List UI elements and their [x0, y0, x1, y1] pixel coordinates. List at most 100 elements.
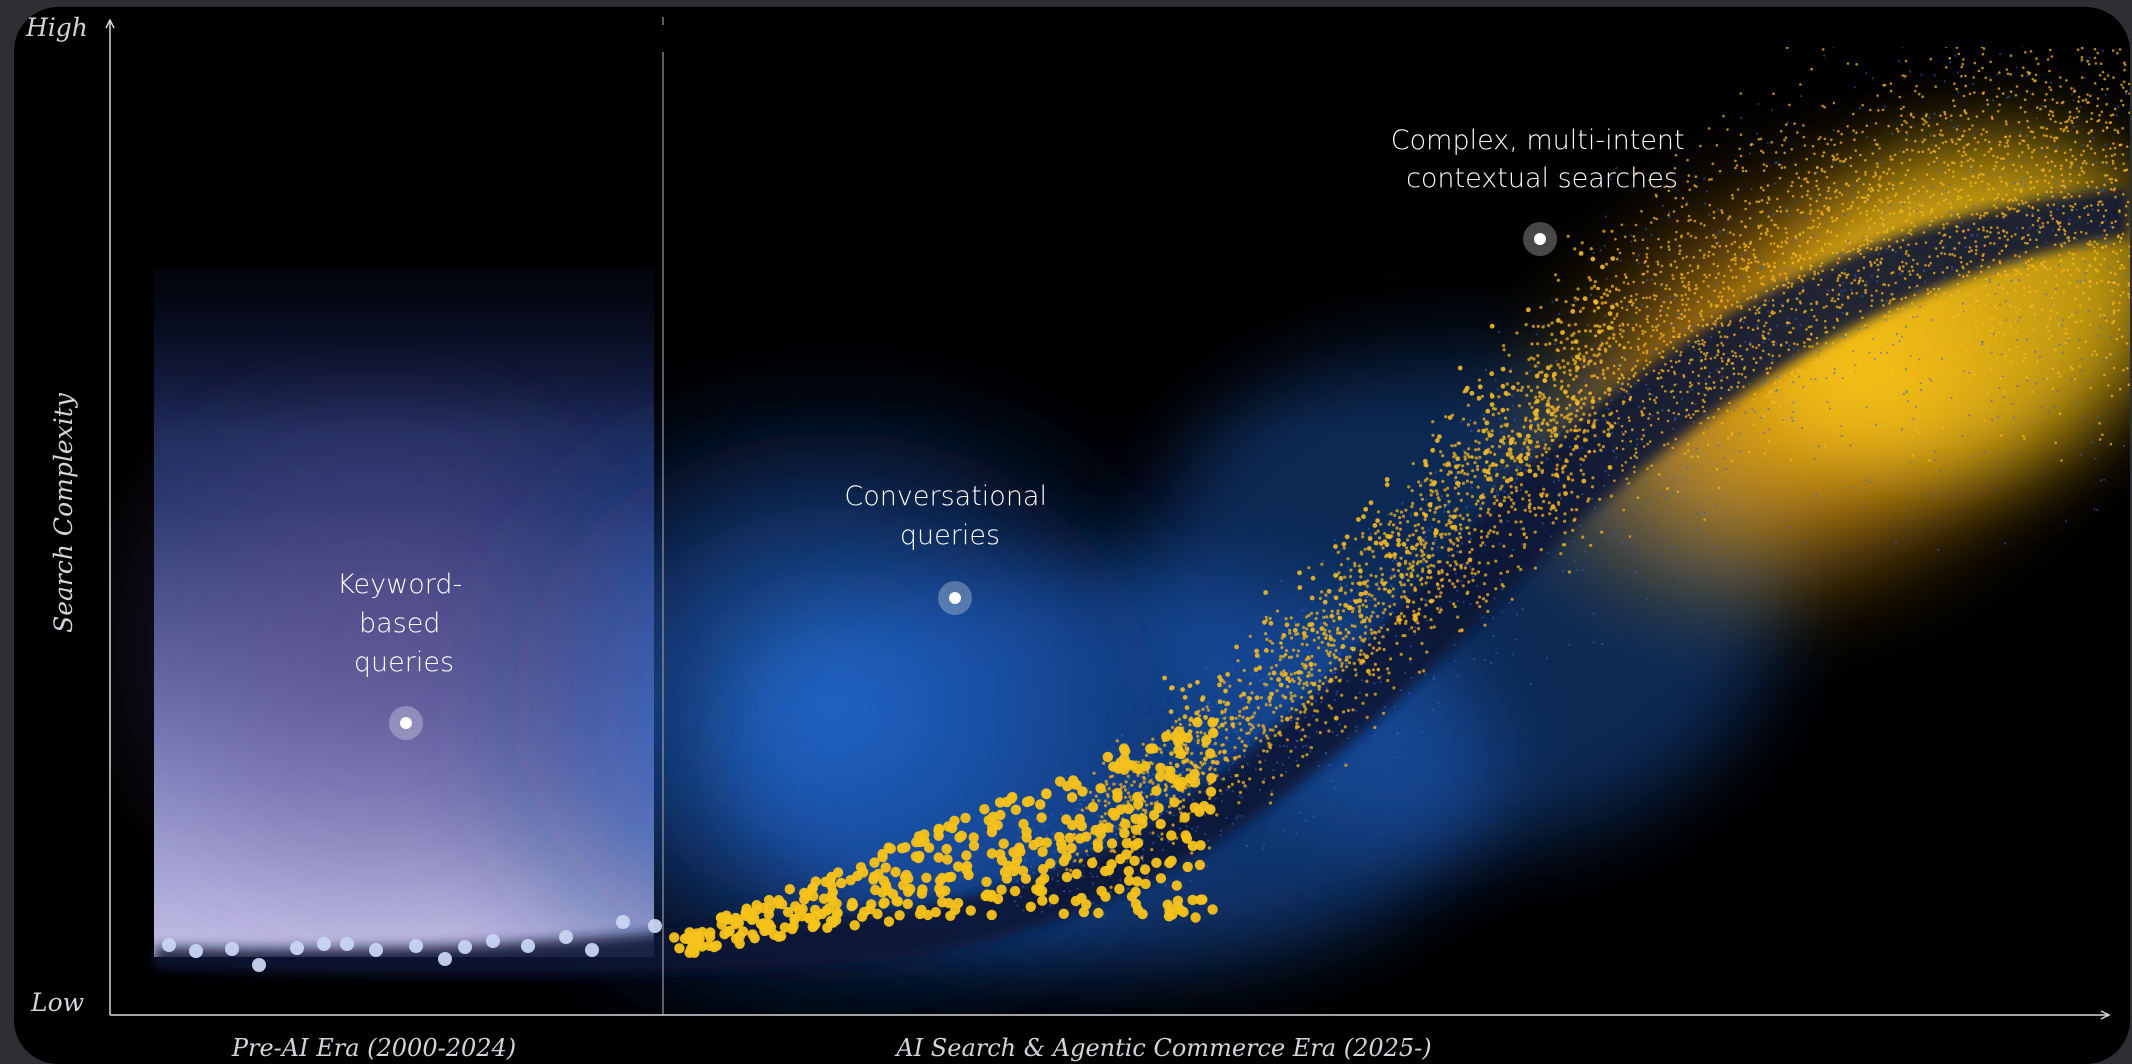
particle — [1424, 673, 1427, 676]
particle — [1981, 254, 1984, 257]
particle — [1742, 321, 1745, 324]
particle — [1725, 335, 1729, 339]
particle — [2059, 259, 2063, 262]
particle — [1706, 443, 1710, 446]
particle — [2096, 24, 2099, 27]
particle — [1553, 343, 1556, 346]
particle — [1206, 865, 1209, 868]
particle — [1768, 394, 1772, 398]
particle — [1697, 339, 1700, 343]
particle — [1876, 275, 1879, 278]
particle — [1555, 359, 1558, 363]
particle — [2012, 163, 2015, 166]
particle — [1519, 388, 1523, 392]
particle — [1593, 411, 1597, 415]
particle — [1441, 454, 1445, 458]
particle — [2001, 212, 2004, 215]
particle — [1471, 567, 1475, 571]
particle — [1473, 572, 1477, 576]
particle — [1684, 478, 1687, 481]
particle — [1694, 340, 1697, 344]
particle — [1158, 814, 1161, 817]
particle — [1041, 822, 1044, 826]
particle — [2079, 105, 2082, 108]
particle — [1109, 875, 1112, 878]
particle — [1268, 616, 1272, 621]
particle — [1878, 178, 1881, 181]
particle — [1637, 254, 1641, 257]
particle — [1859, 211, 1862, 215]
particle — [1525, 535, 1529, 540]
particle — [1736, 188, 1740, 191]
particle — [2052, 30, 2054, 32]
particle — [1957, 216, 1961, 219]
particle — [1955, 229, 1959, 233]
particle — [1919, 305, 1922, 308]
particle — [1357, 604, 1361, 609]
particle — [1223, 716, 1227, 720]
particle — [1714, 236, 1717, 239]
particle — [1497, 411, 1501, 415]
particle — [2034, 73, 2038, 77]
particle — [1917, 150, 1920, 154]
particle — [1342, 546, 1346, 550]
particle — [1721, 367, 1724, 370]
particle — [1314, 680, 1317, 683]
particle — [2111, 321, 2114, 325]
particle — [2109, 114, 2113, 117]
particle — [1753, 392, 1757, 396]
particle — [1920, 383, 1924, 387]
particle — [1727, 359, 1730, 363]
particle — [1459, 564, 1463, 568]
particle — [1846, 340, 1850, 344]
particle — [1200, 771, 1204, 775]
particle — [2026, 143, 2030, 147]
particle — [1617, 288, 1621, 292]
particle — [2118, 240, 2122, 243]
particle — [1651, 325, 1654, 328]
particle — [2080, 153, 2083, 157]
particle — [1733, 253, 1737, 256]
particle — [1483, 474, 1487, 478]
particle — [2062, 184, 2066, 188]
particle — [1796, 131, 1799, 134]
particle — [1301, 728, 1305, 732]
particle — [1970, 213, 1974, 216]
particle — [1334, 671, 1337, 674]
particle — [2027, 146, 2031, 150]
particle — [2036, 106, 2039, 109]
particle — [1148, 774, 1151, 777]
particle — [2120, 99, 2123, 102]
particle — [1817, 187, 1820, 191]
particle — [1226, 739, 1229, 742]
particle — [1908, 314, 1912, 318]
particle — [1361, 603, 1365, 607]
particle — [1987, 187, 1990, 191]
particle — [1391, 587, 1395, 591]
particle — [1104, 846, 1107, 849]
particle — [1972, 159, 1975, 162]
particle — [1599, 249, 1602, 252]
particle — [2109, 442, 2113, 446]
particle — [2013, 181, 2016, 185]
particle — [1259, 739, 1263, 743]
particle — [1963, 236, 1967, 240]
particle — [2097, 43, 2100, 46]
particle — [1774, 182, 1777, 185]
particle — [1693, 349, 1696, 352]
particle — [1747, 326, 1750, 330]
particle — [1433, 534, 1437, 538]
particle — [1613, 317, 1616, 320]
particle — [1652, 216, 1656, 220]
particle — [1655, 350, 1658, 353]
particle — [1953, 104, 1956, 108]
particle — [1269, 677, 1273, 681]
particle — [1921, 140, 1925, 144]
particle — [1370, 631, 1374, 636]
particle — [1022, 885, 1025, 889]
particle — [1288, 631, 1292, 635]
particle — [1300, 662, 1304, 666]
particle — [1091, 875, 1094, 878]
particle — [1408, 657, 1412, 661]
particle — [1827, 189, 1830, 193]
